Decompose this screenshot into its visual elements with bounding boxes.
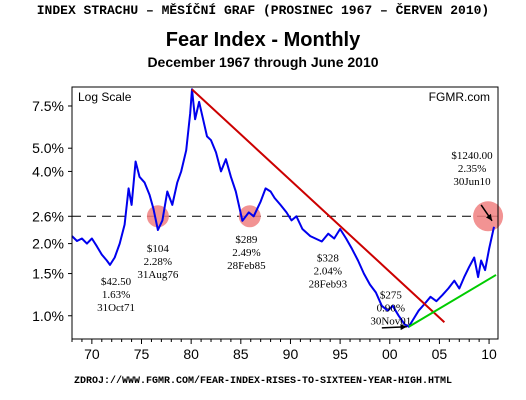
x-tick-label: 90 [283, 346, 299, 362]
plot-frame [71, 86, 499, 340]
x-tick-label: 85 [233, 346, 249, 362]
x-tick-label: 95 [332, 346, 348, 362]
x-tick-label: 10 [481, 346, 497, 362]
x-tick-label: 75 [134, 346, 150, 362]
source-label: FGMR.com [429, 90, 490, 104]
annotation-5-line-3: 30Nov01 [370, 316, 411, 328]
y-tick-label: 1.0% [32, 308, 64, 324]
annotation-2-line-3: 31Aug76 [137, 269, 178, 281]
annotation-6-line-2: 2.35% [458, 163, 486, 175]
support-trendline [408, 274, 497, 328]
chart-header: INDEX STRACHU – MĚSÍČNÍ GRAF (PROSINEC 1… [36, 3, 490, 18]
x-tick-label: 70 [84, 346, 100, 362]
annotation-4-line-3: 28Feb93 [309, 279, 348, 291]
annotation-6-line-3: 30Jun10 [453, 176, 491, 188]
y-tick-label: 4.0% [32, 163, 64, 179]
fear-index-series-line [71, 88, 495, 328]
y-tick-label: 2.6% [32, 208, 64, 224]
annotation-2-line-1: $104 [147, 243, 170, 255]
annotation-2-line-2: 2.28% [144, 256, 172, 268]
annotation-3-line-2: 2.49% [232, 247, 260, 259]
chart-subtitle: December 1967 through June 2010 [147, 54, 379, 70]
annotation-5-line-2: 0.90% [377, 303, 405, 315]
annotation-4-line-1: $328 [317, 253, 340, 265]
annotation-1-line-2: 1.63% [102, 289, 130, 301]
y-tick-label: 1.5% [32, 266, 64, 282]
arrow-nov01-head [400, 323, 407, 331]
annotation-6-line-1: $1240.00 [451, 150, 493, 162]
annotation-1-line-3: 31Oct71 [97, 302, 135, 314]
y-tick-label: 2.0% [32, 236, 64, 252]
x-tick-label: 00 [382, 346, 398, 362]
chart-title: Fear Index - Monthly [165, 29, 361, 51]
resistance-trendline [191, 88, 446, 323]
annotation-3-line-3: 28Feb85 [227, 260, 266, 272]
source-footer: ZDROJ://WWW.FGMR.COM/FEAR-INDEX-RISES-TO… [73, 376, 453, 387]
y-tick-label: 7.5% [32, 98, 64, 114]
annotation-3-line-1: $289 [235, 234, 258, 246]
x-tick-label: 05 [432, 346, 448, 362]
highlight-marker-1 [146, 205, 169, 228]
annotation-4-line-2: 2.04% [314, 266, 342, 278]
annotation-5-line-1: $275 [380, 290, 403, 302]
arrow-jun10-head [485, 213, 493, 221]
annotation-1-line-1: $42.50 [101, 276, 132, 288]
x-tick-label: 80 [183, 346, 199, 362]
y-tick-label: 5.0% [32, 140, 64, 156]
log-scale-label: Log Scale [78, 90, 132, 104]
